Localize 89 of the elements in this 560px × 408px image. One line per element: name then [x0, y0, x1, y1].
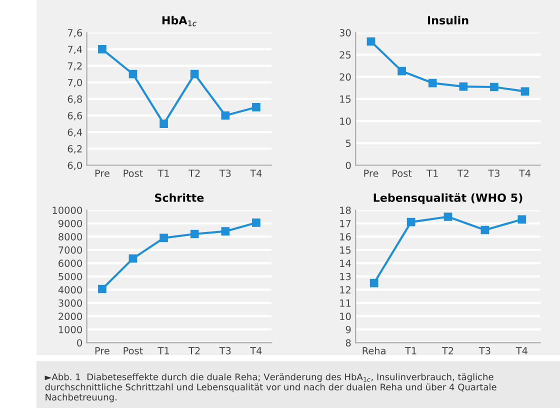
point — [520, 87, 530, 96]
x-tick-label: T3 — [219, 170, 231, 177]
x-tick-label: T1 — [426, 170, 438, 177]
x-tick-label: T1 — [158, 347, 169, 354]
chart-title: Insulin — [428, 16, 468, 24]
y-tick-label: 3000 — [58, 299, 82, 307]
point — [480, 226, 490, 234]
x-tick-label: T3 — [478, 347, 490, 354]
chart-title: HbA$_{1c}$ — [162, 16, 196, 26]
y-tick-label: 18 — [340, 206, 351, 214]
y-tick-label: 8000 — [58, 233, 82, 240]
point — [190, 230, 199, 238]
y-tick-label: 13 — [340, 272, 351, 280]
point — [221, 111, 230, 120]
y-tick-label: 9000 — [58, 220, 82, 228]
y-tick-label: 5000 — [58, 272, 82, 280]
point — [98, 45, 106, 54]
y-tick-label: 0 — [346, 162, 351, 170]
y-tick-label: 16 — [340, 233, 351, 240]
x-tick-label: T2 — [442, 347, 454, 354]
y-tick-label: 7000 — [58, 246, 82, 254]
point — [190, 70, 199, 78]
y-tick-label: 17 — [340, 220, 351, 228]
x-tick-label: Post — [124, 170, 143, 177]
chart-title: Schritte — [155, 193, 204, 202]
y-tick-label: 7,4 — [68, 46, 82, 54]
chart-title: Lebensqualität (WHO 5) — [374, 193, 522, 204]
x-tick-label: T2 — [188, 347, 200, 354]
point — [128, 254, 138, 263]
y-tick-label: 10000 — [52, 206, 82, 214]
point — [160, 120, 168, 128]
x-tick-label: Post — [392, 170, 412, 177]
x-tick-label: Pre — [95, 170, 110, 177]
x-tick-label: T1 — [158, 170, 169, 177]
y-tick-label: 25 — [340, 51, 351, 59]
y-tick-label: 6,4 — [68, 128, 82, 137]
y-tick-label: 6,6 — [68, 112, 82, 120]
x-tick-label: T2 — [457, 170, 468, 177]
y-tick-label: 0 — [77, 339, 82, 347]
y-tick-label: 10 — [340, 312, 351, 320]
y-tick-label: 6000 — [58, 260, 82, 267]
y-tick-label: 7,2 — [68, 62, 82, 71]
x-tick-label: Post — [124, 347, 143, 354]
point — [370, 278, 378, 288]
point — [221, 227, 230, 236]
point — [160, 234, 168, 242]
y-tick-label: 15 — [340, 96, 351, 103]
y-tick-label: 5 — [346, 140, 351, 147]
x-tick-label: T1 — [404, 347, 416, 354]
y-tick-label: 10 — [340, 118, 351, 125]
x-tick-label: T4 — [518, 170, 531, 177]
x-tick-label: T4 — [250, 347, 262, 354]
point — [406, 218, 416, 226]
x-tick-label: Pre — [95, 347, 110, 354]
y-tick-label: 12 — [340, 286, 350, 294]
y-tick-label: 4000 — [58, 286, 82, 294]
point — [128, 70, 138, 78]
point — [518, 215, 526, 224]
x-tick-label: Reha — [362, 346, 386, 354]
point — [98, 284, 106, 294]
y-tick-label: 20 — [340, 73, 351, 81]
y-tick-label: 6,2 — [68, 145, 82, 154]
y-tick-label: 11 — [340, 300, 351, 307]
x-tick-label: T3 — [488, 170, 500, 177]
point — [398, 66, 406, 76]
y-tick-label: 1000 — [58, 326, 82, 334]
x-tick-label: Pre — [364, 170, 378, 177]
point — [252, 103, 260, 112]
point — [428, 78, 437, 88]
x-tick-label: T4 — [516, 347, 528, 354]
text: ►Abb. 1 Diabeteseffekte durch die duale Reha; Veränderung des HbA$_{1c}$, Insulinverbrauch, tägliche durchschnittliche Schrittzahl und Lebensqualität vor und nach der dualen Reha und über 4 Quartale Nachbetreuung. — [44, 373, 496, 402]
y-tick-label: 8 — [346, 339, 351, 347]
point — [252, 218, 260, 227]
point — [490, 82, 498, 92]
point — [459, 82, 468, 91]
y-tick-label: 9 — [346, 326, 351, 334]
y-tick-label: 6,0 — [68, 162, 82, 170]
x-tick-label: T2 — [188, 170, 200, 177]
y-tick-label: 15 — [340, 246, 351, 254]
y-tick-label: 7,0 — [68, 78, 82, 88]
x-tick-label: T4 — [250, 170, 262, 177]
y-tick-label: 7,6 — [68, 29, 82, 38]
y-tick-label: 6,8 — [68, 95, 82, 104]
y-tick-label: 30 — [340, 29, 351, 36]
point — [366, 37, 376, 46]
y-tick-label: 14 — [340, 260, 351, 267]
y-tick-label: 2000 — [58, 312, 82, 320]
x-tick-label: T3 — [219, 347, 231, 354]
point — [444, 212, 452, 221]
